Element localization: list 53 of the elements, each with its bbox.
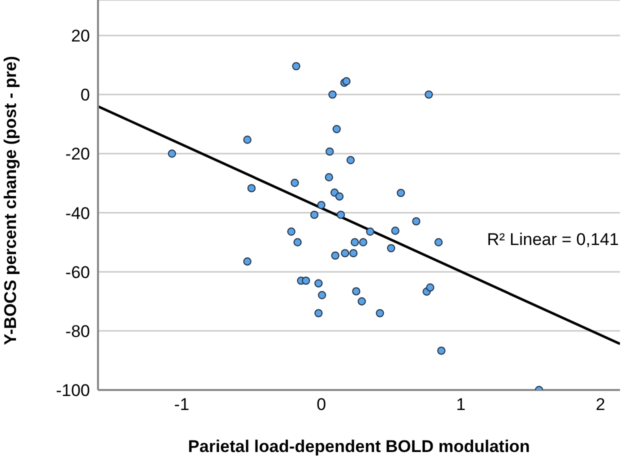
x-tick-label: -1 (174, 395, 190, 414)
point (376, 309, 384, 318)
point (314, 279, 323, 288)
point (331, 251, 340, 260)
point (391, 226, 400, 235)
point (324, 173, 334, 182)
point (437, 346, 446, 355)
point (293, 238, 302, 246)
point (350, 238, 359, 246)
x-tick-label: 0 (316, 395, 326, 414)
point (412, 217, 420, 226)
point (387, 244, 396, 252)
point (340, 249, 350, 258)
point (426, 283, 434, 292)
point (424, 90, 433, 99)
point (358, 297, 366, 306)
point (290, 178, 299, 187)
y-tick-label: -60 (65, 262, 90, 282)
point (396, 188, 405, 198)
y-tick-label: -20 (65, 144, 90, 164)
y-tick-label: -80 (65, 322, 90, 341)
point (352, 287, 360, 296)
point (359, 238, 368, 246)
point (292, 62, 300, 70)
point (317, 200, 326, 210)
point (328, 90, 337, 99)
x-axis-title: Parietal load-dependent BOLD modulation (188, 437, 530, 456)
y-tick-label: -40 (65, 204, 90, 223)
annotation: R² Linear = 0,141 (487, 230, 619, 250)
point (335, 192, 344, 201)
point (336, 210, 345, 219)
point (168, 150, 176, 158)
x-tick-label: 1 (456, 395, 466, 414)
y-tick-label: 20 (71, 26, 90, 46)
point (243, 136, 252, 144)
point (314, 309, 323, 318)
point (434, 238, 443, 246)
point (346, 156, 355, 164)
point (287, 228, 296, 236)
point (342, 77, 351, 86)
point (302, 276, 310, 285)
point (318, 291, 326, 300)
x-tick-label: 2 (596, 395, 606, 414)
point (366, 228, 374, 236)
y-axis-title: Y-BOCS percent change (post - pre) (1, 56, 20, 345)
point (247, 184, 256, 192)
point (332, 125, 341, 134)
point (310, 210, 318, 219)
point (349, 249, 358, 258)
point (243, 257, 252, 266)
point (326, 147, 334, 156)
y-tick-label: 0 (80, 86, 90, 105)
y-tick-label: -100 (56, 381, 90, 400)
